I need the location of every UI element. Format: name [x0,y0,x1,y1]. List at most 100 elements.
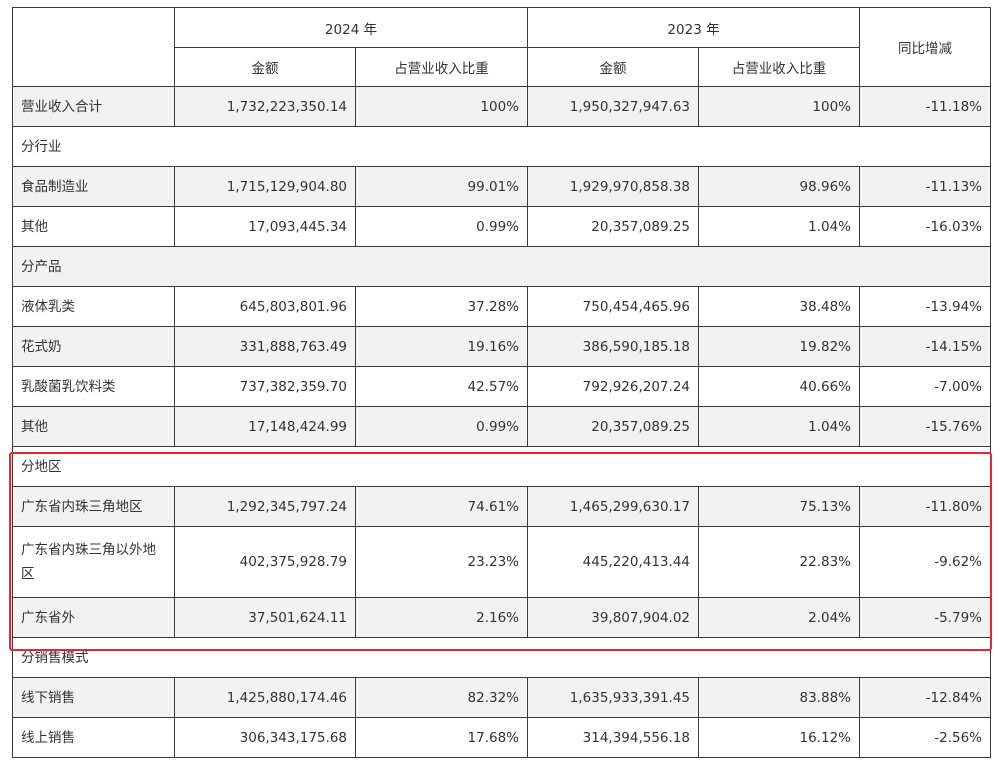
table-row-food: 食品制造业 1,715,129,904.80 99.01% 1,929,970,… [12,166,991,207]
row-label: 食品制造业 [12,166,175,207]
header-row-metrics: 金额 占营业收入比重 金额 占营业收入比重 [13,47,991,87]
amount-2023: 1,635,933,391.45 [527,677,699,718]
table-row-fancy-milk: 花式奶 331,888,763.49 19.16% 386,590,185.18… [12,326,991,367]
amount-2024: 331,888,763.49 [174,326,356,367]
amount-2024: 645,803,801.96 [174,286,356,327]
header-share-2024: 占营业收入比重 [355,47,528,87]
yoy-change: -2.56% [859,717,991,758]
header-year-2023: 2023 年 [527,7,860,48]
share-2023: 19.82% [698,326,860,367]
yoy-change: -11.80% [859,486,991,527]
share-2023: 100% [698,86,860,127]
table-row-other-industry: 其他 17,093,445.34 0.99% 20,357,089.25 1.0… [12,206,991,247]
yoy-change: -13.94% [859,286,991,327]
share-2024: 99.01% [355,166,528,207]
share-2024: 82.32% [355,677,528,718]
yoy-change: -5.79% [859,597,991,638]
share-2023: 40.66% [698,366,860,407]
revenue-breakdown-table: 2024 年 2023 年 同比增减 金额 占营业收入比重 金额 占营业收入比重… [12,7,991,758]
yoy-change: -11.13% [859,166,991,207]
amount-2023: 314,394,556.18 [527,717,699,758]
amount-2024: 402,375,928.79 [174,526,356,598]
row-label: 其他 [12,406,175,447]
share-2024: 23.23% [355,526,528,598]
amount-2023: 1,465,299,630.17 [527,486,699,527]
table-row-offline: 线下销售 1,425,880,174.46 82.32% 1,635,933,3… [12,677,991,718]
table-row-total: 营业收入合计 1,732,223,350.14 100% 1,950,327,9… [12,86,991,127]
row-label: 线上销售 [12,717,175,758]
share-2024: 0.99% [355,406,528,447]
row-label: 广东省外 [12,597,175,638]
share-2024: 42.57% [355,366,528,407]
amount-2024: 1,292,345,797.24 [174,486,356,527]
table-row-gd-non-prd: 广东省内珠三角以外地区 402,375,928.79 23.23% 445,22… [12,526,991,598]
row-label: 乳酸菌乳饮料类 [12,366,175,407]
share-2024: 0.99% [355,206,528,247]
share-2023: 22.83% [698,526,860,598]
amount-2024: 1,425,880,174.46 [174,677,356,718]
share-2023: 1.04% [698,406,860,447]
amount-2024: 1,715,129,904.80 [174,166,356,207]
yoy-change: -7.00% [859,366,991,407]
amount-2024: 1,732,223,350.14 [174,86,356,127]
header-year-2024: 2024 年 [174,7,528,48]
share-2023: 83.88% [698,677,860,718]
yoy-change: -12.84% [859,677,991,718]
table-row-outside-gd: 广东省外 37,501,624.11 2.16% 39,807,904.02 2… [12,597,991,638]
share-2023: 75.13% [698,486,860,527]
section-label: 分销售模式 [12,637,991,678]
amount-2023: 386,590,185.18 [527,326,699,367]
header-amount-2023: 金额 [527,47,699,87]
table-row-lactic-drinks: 乳酸菌乳饮料类 737,382,359.70 42.57% 792,926,20… [12,366,991,407]
amount-2024: 737,382,359.70 [174,366,356,407]
share-2023: 2.04% [698,597,860,638]
header-row-years: 2024 年 2023 年 同比增减 [12,7,991,87]
table-row-other-product: 其他 17,148,424.99 0.99% 20,357,089.25 1.0… [12,406,991,447]
amount-2024: 17,148,424.99 [174,406,356,447]
amount-2023: 1,929,970,858.38 [527,166,699,207]
share-2023: 38.48% [698,286,860,327]
header-yoy: 同比增减 [859,7,991,87]
share-2023: 98.96% [698,166,860,207]
row-label: 广东省内珠三角地区 [12,486,175,527]
header-amount-2024: 金额 [174,47,356,87]
row-label: 其他 [12,206,175,247]
amount-2024: 17,093,445.34 [174,206,356,247]
share-2024: 2.16% [355,597,528,638]
section-row-industry: 分行业 [12,126,991,167]
share-2024: 37.28% [355,286,528,327]
yoy-change: -14.15% [859,326,991,367]
amount-2023: 1,950,327,947.63 [527,86,699,127]
yoy-change: -16.03% [859,206,991,247]
share-2024: 19.16% [355,326,528,367]
amount-2023: 39,807,904.02 [527,597,699,638]
row-label: 花式奶 [12,326,175,367]
row-label: 线下销售 [12,677,175,718]
amount-2024: 306,343,175.68 [174,717,356,758]
share-2024: 17.68% [355,717,528,758]
amount-2023: 750,454,465.96 [527,286,699,327]
section-label: 分行业 [12,126,991,167]
row-label: 液体乳类 [12,286,175,327]
amount-2023: 20,357,089.25 [527,406,699,447]
amount-2023: 20,357,089.25 [527,206,699,247]
amount-2023: 792,926,207.24 [527,366,699,407]
section-label: 分地区 [12,446,991,487]
yoy-change: -11.18% [859,86,991,127]
row-label: 广东省内珠三角以外地区 [12,526,175,598]
yoy-change: -9.62% [859,526,991,598]
share-2023: 1.04% [698,206,860,247]
section-row-region: 分地区 [12,446,991,487]
table-row-liquid-milk: 液体乳类 645,803,801.96 37.28% 750,454,465.9… [12,286,991,327]
table-row-gd-prd: 广东省内珠三角地区 1,292,345,797.24 74.61% 1,465,… [12,486,991,527]
share-2023: 16.12% [698,717,860,758]
amount-2023: 445,220,413.44 [527,526,699,598]
header-blank-cell [12,7,175,87]
section-label: 分产品 [12,246,991,287]
share-2024: 74.61% [355,486,528,527]
share-2024: 100% [355,86,528,127]
table-row-online: 线上销售 306,343,175.68 17.68% 314,394,556.1… [12,717,991,758]
section-row-product: 分产品 [12,246,991,287]
amount-2024: 37,501,624.11 [174,597,356,638]
header-share-2023: 占营业收入比重 [698,47,860,87]
